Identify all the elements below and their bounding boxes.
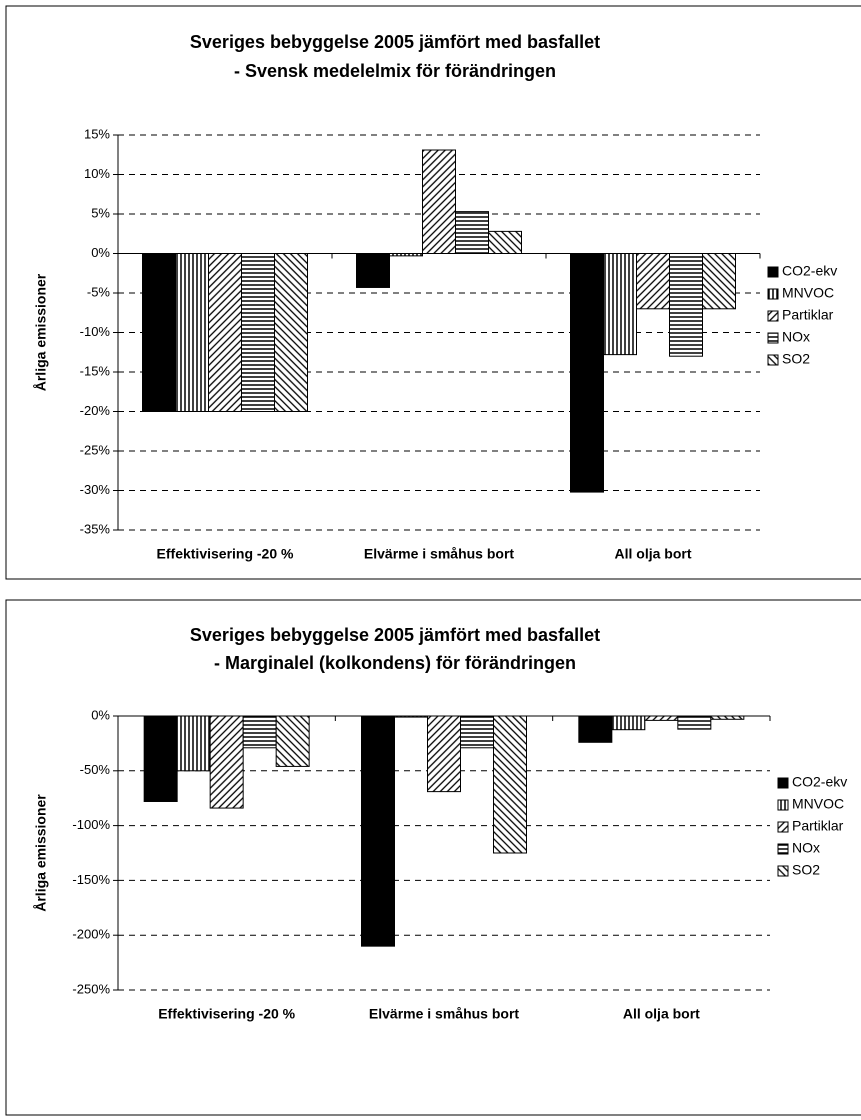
bar (677, 715, 712, 730)
y-tick-label: 0% (91, 707, 110, 722)
legend-swatch (777, 821, 789, 833)
legend-swatch (767, 332, 779, 344)
y-tick-label: 15% (84, 126, 110, 141)
legend-label: SO2 (782, 351, 810, 367)
legend-swatch (777, 843, 789, 855)
bar (669, 253, 703, 357)
bar (356, 253, 390, 288)
bar (702, 253, 736, 310)
legend-label: MNVOC (792, 796, 844, 812)
x-tick-label: All olja bort (623, 1006, 700, 1022)
legend-label: NOx (782, 329, 810, 345)
bar (242, 715, 277, 749)
legend-label: CO2-ekv (782, 263, 837, 279)
legend-swatch (767, 266, 779, 278)
y-tick-label: 0% (91, 245, 110, 260)
x-tick-label: Effektivisering -20 % (157, 546, 294, 562)
bar (422, 149, 456, 254)
legend-swatch (777, 799, 789, 811)
bar (274, 253, 308, 412)
y-axis-title: Årliga emissioner (33, 273, 49, 391)
y-tick-label: -20% (80, 403, 111, 418)
y-tick-label: -30% (80, 482, 111, 497)
x-tick-label: Effektivisering -20 % (158, 1006, 295, 1022)
legend-swatch (767, 354, 779, 366)
y-tick-label: -250% (72, 981, 110, 996)
y-tick-label: -35% (80, 521, 111, 536)
legend-swatch (777, 777, 789, 789)
legend-label: MNVOC (782, 285, 834, 301)
bar (455, 211, 489, 255)
y-tick-label: -50% (80, 762, 111, 777)
legend-label: Partiklar (782, 307, 834, 323)
bar (578, 715, 613, 743)
bar (493, 715, 527, 854)
x-tick-label: All olja bort (615, 546, 692, 562)
legend-swatch (777, 865, 789, 877)
y-tick-label: -10% (80, 324, 111, 339)
y-tick-label: 10% (84, 166, 110, 181)
bar (208, 253, 242, 412)
y-axis-title: Årliga emissioner (33, 794, 49, 912)
y-tick-label: 5% (91, 205, 110, 220)
chart-border (5, 599, 861, 1116)
bar (460, 715, 494, 749)
y-tick-label: -200% (72, 927, 110, 942)
y-tick-label: -100% (72, 817, 110, 832)
legend-swatch (767, 310, 779, 322)
y-tick-label: -150% (72, 872, 110, 887)
bar (361, 715, 395, 947)
bar (427, 715, 461, 793)
legend-label: SO2 (792, 862, 820, 878)
bar (570, 253, 604, 493)
bar (603, 253, 637, 356)
chart-subtitle: - Svensk medelelmix för förändringen (234, 61, 556, 81)
bar (241, 253, 275, 412)
chart-title: Sveriges bebyggelse 2005 jämfört med bas… (190, 625, 600, 645)
bar (611, 715, 646, 731)
legend-swatch (767, 288, 779, 300)
y-tick-label: -5% (87, 284, 111, 299)
bar (488, 230, 522, 255)
y-tick-label: -25% (80, 442, 111, 457)
x-tick-label: Elvärme i småhus bort (364, 546, 515, 562)
y-tick-label: -15% (80, 363, 111, 378)
bar (644, 715, 679, 721)
x-tick-label: Elvärme i småhus bort (369, 1006, 520, 1022)
bar (143, 715, 178, 802)
bar (636, 253, 670, 310)
legend-label: NOx (792, 840, 820, 856)
legend-label: Partiklar (792, 818, 844, 834)
bar (142, 253, 176, 412)
legend-label: CO2-ekv (792, 774, 847, 790)
bar (176, 715, 211, 772)
bar (175, 253, 209, 412)
chart-title: Sveriges bebyggelse 2005 jämfört med bas… (190, 32, 600, 52)
chart-subtitle: - Marginalel (kolkondens) för förändring… (214, 653, 576, 673)
bar (209, 715, 244, 809)
bar (275, 715, 310, 767)
